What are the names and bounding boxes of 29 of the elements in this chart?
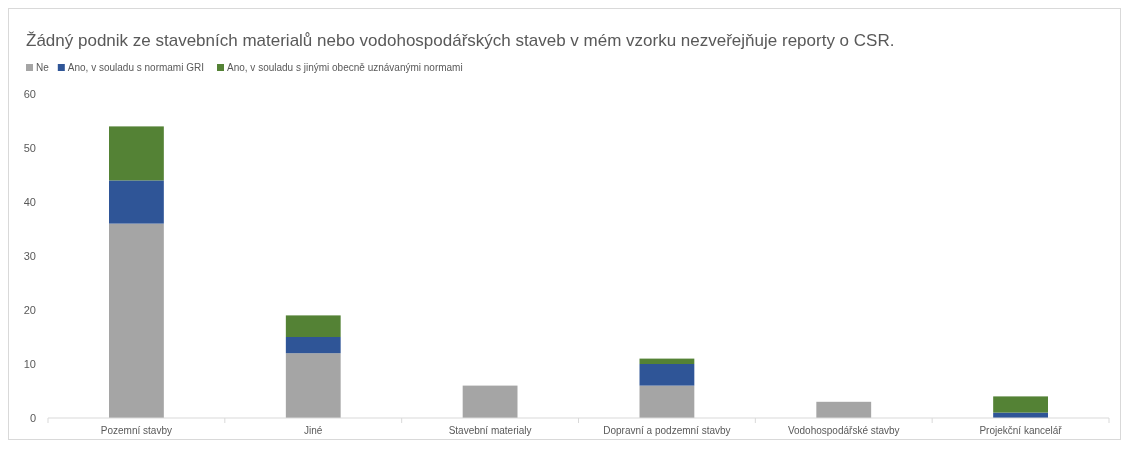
bar xyxy=(816,401,872,418)
y-tick-label: 20 xyxy=(23,304,36,316)
y-tick-label: 30 xyxy=(23,250,36,262)
bar xyxy=(285,353,341,418)
bar xyxy=(109,223,164,418)
bar xyxy=(639,364,695,386)
legend-label: Ano, v souladu s normami GRI xyxy=(67,62,204,73)
bar xyxy=(285,337,341,354)
chart-title: Žádný podnik ze stavebních materialů nebo vodohospodářských staveb v mém vzorku nezveřejňuje reporty o CSR. xyxy=(26,31,895,50)
legend-label: Ano, v souladu s jinými obecně uznávanými normami xyxy=(227,62,463,73)
bar xyxy=(109,180,164,224)
legend-label: Ne xyxy=(36,62,50,73)
x-tick-label: Projekční kancelář xyxy=(979,425,1063,436)
y-tick-label: 10 xyxy=(23,358,36,370)
x-tick-label: Stavební materialy xyxy=(448,425,532,436)
x-tick-label: Jiné xyxy=(304,425,323,436)
y-tick-label: 0 xyxy=(29,412,36,424)
bar xyxy=(993,396,1048,413)
y-tick-label: 40 xyxy=(23,196,36,208)
x-tick-label: Vodohospodářské stavby xyxy=(787,425,900,436)
x-tick-label: Pozemní stavby xyxy=(100,425,172,436)
bar xyxy=(639,358,695,364)
bar xyxy=(462,385,518,418)
bar xyxy=(285,315,341,337)
x-tick-label: Dopravní a podzemní stavby xyxy=(603,425,731,436)
y-tick-label: 60 xyxy=(23,88,36,100)
bar xyxy=(109,126,164,181)
y-tick-label: 50 xyxy=(23,142,36,154)
bar xyxy=(639,385,695,418)
